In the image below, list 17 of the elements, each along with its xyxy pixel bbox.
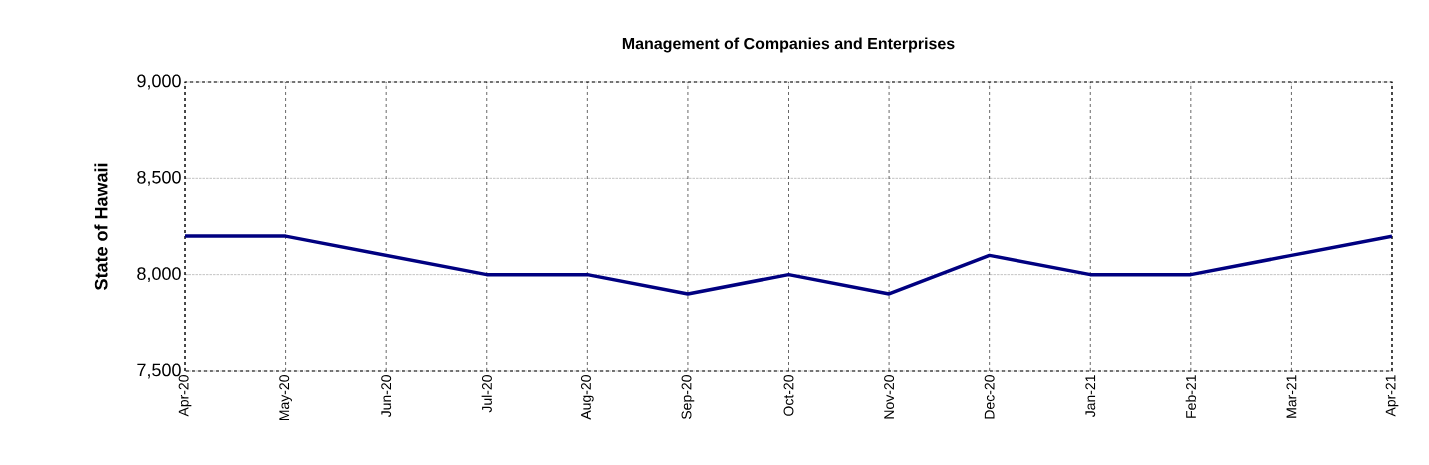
x-tick-label: Jan-21 (1085, 375, 1096, 418)
x-tick-label: Nov-20 (884, 375, 895, 419)
x-tick-label: Sep-20 (681, 375, 695, 420)
y-tick-label: 9,000 (137, 74, 181, 90)
x-tick-label: Jun-20 (381, 375, 392, 418)
chart-title: Management of Companies and Enterprises (622, 37, 955, 53)
x-tick-label: Feb-21 (1185, 375, 1196, 418)
x-tick-label: Oct-20 (783, 375, 794, 416)
y-tick-label: 8,000 (137, 267, 181, 283)
x-tick-label: Dec-20 (984, 375, 995, 419)
x-tick-label: Apr-21 (1385, 375, 1399, 417)
x-tick-label: Aug-20 (580, 375, 594, 420)
y-axis-title: State of Hawaii (94, 163, 108, 290)
x-tick-label: Jul-20 (481, 375, 492, 413)
y-tick-label: 8,500 (137, 170, 181, 186)
x-tick-label: May-20 (279, 375, 292, 421)
x-tick-label: Mar-21 (1286, 375, 1297, 418)
